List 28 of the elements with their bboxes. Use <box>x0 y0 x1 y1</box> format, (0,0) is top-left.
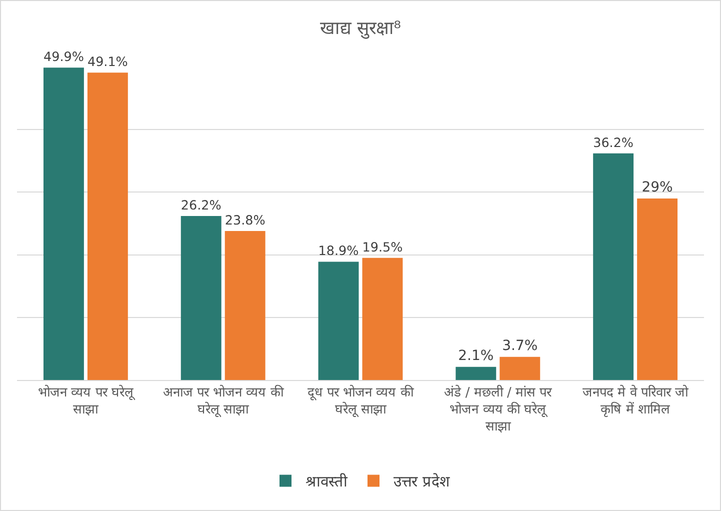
x-tick-label: भोजन व्यय पर घरेलू साझा <box>38 384 136 418</box>
bar <box>500 356 540 380</box>
data-label: 29% <box>642 179 673 196</box>
data-label: 18.9% <box>318 244 359 260</box>
x-tick-label: अनाज पर भोजन व्यय की घरेलू साझा <box>162 384 284 418</box>
data-label: 2.1% <box>458 348 494 364</box>
data-label: 3.7% <box>502 338 538 354</box>
bar <box>456 366 496 380</box>
bar <box>224 231 266 380</box>
bar <box>637 198 678 380</box>
chart-title: खाद्य सुरक्षा⁸ <box>320 18 401 39</box>
data-label: 36.2% <box>593 136 634 151</box>
bar <box>87 72 128 380</box>
bar <box>362 258 403 380</box>
legend-label: श्रावस्ती <box>306 472 348 491</box>
legend-label: उत्तर प्रदेश <box>394 472 450 491</box>
x-tick-label: दूध पर भोजन व्यय की घरेलू साझा <box>308 384 414 418</box>
bar <box>593 153 634 380</box>
data-label: 23.8% <box>224 213 266 228</box>
data-label: 49.9% <box>44 50 84 65</box>
data-label: 26.2% <box>180 198 222 214</box>
bar <box>43 68 84 380</box>
x-tick-label: अंडे / मछली / मांस पर भोजन व्यय की घरेलू साझा <box>444 384 553 434</box>
bar <box>318 262 359 380</box>
bar <box>180 216 222 380</box>
data-label: 19.5% <box>362 240 403 256</box>
data-label: 49.1% <box>87 54 128 70</box>
x-tick-label: जनपद मे वे परिवार जो कृषि में शामिल <box>582 384 690 418</box>
